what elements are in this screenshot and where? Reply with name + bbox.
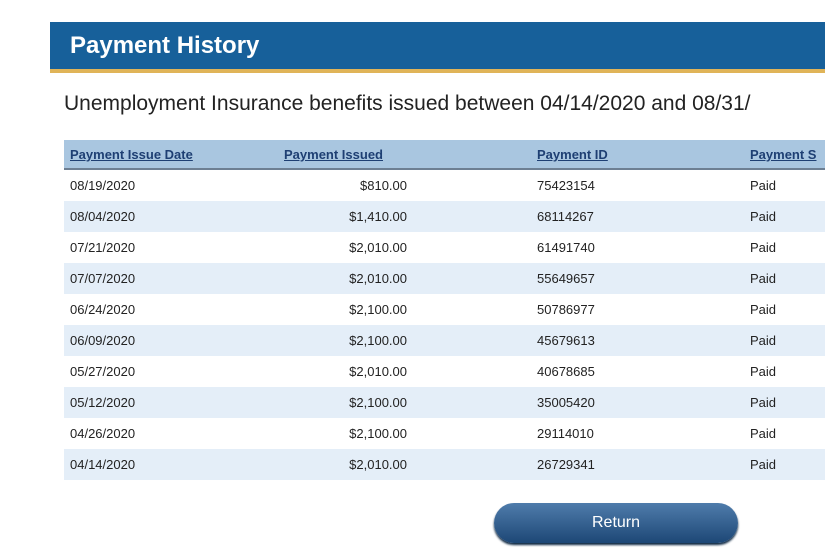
table-cell: Paid [750, 271, 777, 286]
table-cell: 07/21/2020 [70, 240, 136, 255]
table-row: 08/04/2020 $1,410.00 68114267 Paid [64, 201, 825, 232]
table-cell: 68114267 [537, 209, 594, 224]
table-cell: 50786977 [537, 302, 595, 317]
table-row: 05/27/2020 $2,010.00 40678685 Paid [64, 356, 825, 387]
header-row: Payment Issue Date Payment Issued Payment … [64, 140, 825, 170]
table-cell: $2,010.00 [349, 457, 407, 472]
table-row: 06/24/2020 $2,100.00 50786977 Paid [64, 294, 825, 325]
table-cell: Paid [750, 178, 777, 193]
table-cell: $2,100.00 [349, 333, 407, 348]
table-row: 06/09/2020 $2,100.00 45679613 Paid [64, 325, 825, 356]
table-row: 04/14/2020 $2,010.00 26729341 Paid [64, 449, 825, 480]
return-button[interactable]: Return [494, 503, 738, 543]
table-cell: Paid [750, 395, 777, 410]
table-cell: 40678685 [537, 364, 595, 379]
table-cell: $2,100.00 [349, 395, 407, 410]
table-cell: 04/26/2020 [70, 426, 136, 441]
table-row: 07/21/2020 $2,010.00 61491740 Paid [64, 232, 825, 263]
table-cell: 55649657 [537, 271, 595, 286]
table-row: 05/12/2020 $2,100.00 35005420 Paid [64, 387, 825, 418]
table-cell: $2,010.00 [349, 271, 407, 286]
table-cell: 07/07/2020 [70, 271, 136, 286]
table-cell: 05/27/2020 [70, 364, 136, 379]
column-header[interactable]: Payment Issue Date [70, 147, 193, 162]
table-cell: $2,100.00 [349, 302, 407, 317]
table-cell: 06/09/2020 [70, 333, 136, 348]
table-cell: 26729341 [537, 457, 595, 472]
table-cell: 05/12/2020 [70, 395, 136, 410]
header-bar: Payment History [50, 22, 825, 73]
table-cell: Paid [750, 333, 777, 348]
table-cell: 75423154 [537, 178, 595, 193]
table-cell: 04/14/2020 [70, 457, 136, 472]
table-cell: $1,410.00 [349, 209, 407, 224]
table-cell: Paid [750, 240, 777, 255]
table-cell: 35005420 [537, 395, 595, 410]
table-cell: Paid [750, 302, 777, 317]
table-cell: Paid [750, 209, 777, 224]
table-cell: Paid [750, 426, 777, 441]
table-cell: $810.00 [360, 178, 407, 193]
table-cell: 08/04/2020 [70, 209, 136, 224]
column-header[interactable]: Payment Issued [284, 147, 383, 162]
table-cell: 08/19/2020 [70, 178, 136, 193]
table-cell: 06/24/2020 [70, 302, 136, 317]
subtitle: Unemployment Insurance benefits issued b… [64, 92, 751, 115]
column-header[interactable]: Payment ID [537, 147, 608, 162]
table-row: 08/19/2020 $810.00 75423154 Paid [64, 170, 825, 201]
table-cell: Paid [750, 457, 777, 472]
table-cell: $2,010.00 [349, 364, 407, 379]
table-row: 07/07/2020 $2,010.00 55649657 Paid [64, 263, 825, 294]
table-cell: Paid [750, 364, 777, 379]
column-header[interactable]: Payment S [750, 147, 817, 162]
table-row: 04/26/2020 $2,100.00 29114010 Paid [64, 418, 825, 449]
table-cell: 45679613 [537, 333, 595, 348]
table-cell: $2,010.00 [349, 240, 407, 255]
table-cell: 29114010 [537, 426, 594, 441]
page-title: Payment History [70, 32, 260, 59]
table-cell: $2,100.00 [349, 426, 407, 441]
payment-table: Payment Issue Date Payment Issued Payment … [64, 140, 825, 480]
table-cell: 61491740 [537, 240, 595, 255]
